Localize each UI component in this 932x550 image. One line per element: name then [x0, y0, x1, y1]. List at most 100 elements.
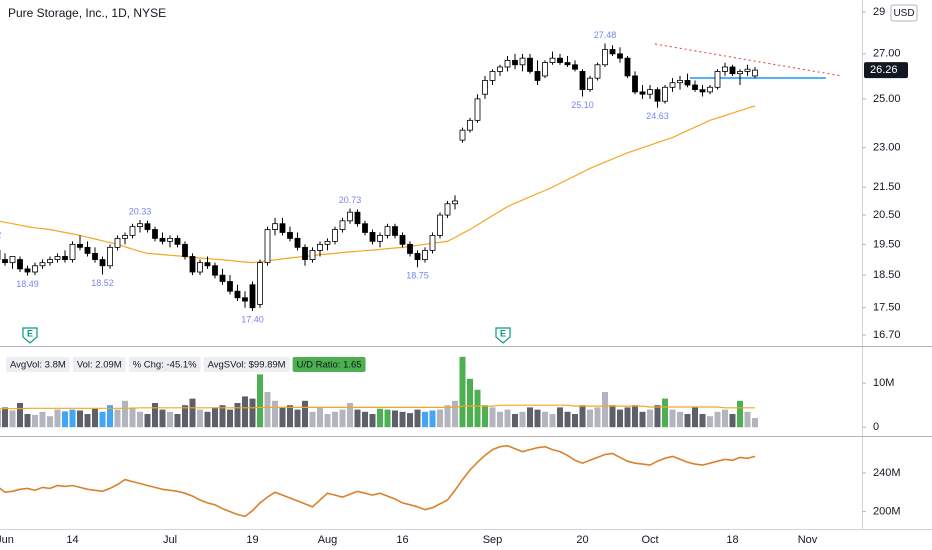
candle-body: [422, 249, 428, 260]
candle-body: [69, 243, 76, 260]
earnings-label[interactable]: E: [27, 328, 33, 338]
candle-body: [414, 253, 421, 260]
last-price-box: [864, 62, 908, 79]
candle-body: [204, 262, 211, 267]
candle-body: [159, 237, 166, 242]
candle-body: [107, 246, 113, 267]
candle-body: [302, 246, 308, 260]
y-tick-label: 16.70: [873, 329, 901, 341]
volume-bar: [137, 411, 143, 428]
volume-bar: [602, 392, 608, 428]
earnings-marker[interactable]: E: [22, 327, 38, 344]
volume-bar: [752, 418, 758, 428]
candle-body: [264, 229, 271, 264]
volume-bar: [444, 405, 451, 428]
candle-body: [729, 66, 736, 75]
candle-body: [609, 49, 616, 55]
volume-bar: [594, 407, 601, 428]
candle-body: [737, 71, 743, 75]
candle-body: [24, 268, 31, 273]
candle-body: [707, 86, 713, 93]
candle-body: [197, 262, 203, 273]
candle-body: [452, 200, 458, 205]
y-tick-label: 10M: [873, 377, 894, 389]
earnings-icon[interactable]: [495, 327, 511, 344]
candle-body: [677, 80, 683, 84]
price-annotation: 20.33: [129, 206, 152, 216]
volume-bar: [519, 411, 526, 428]
candle-body: [174, 237, 181, 245]
candle-body: [519, 57, 526, 66]
candle-body: [467, 119, 473, 131]
volume-bar: [482, 405, 488, 428]
candle-body: [189, 256, 196, 273]
candle-body: [534, 71, 541, 81]
y-tick-label: 29: [873, 6, 885, 18]
currency-box: [890, 4, 918, 22]
volume-bar: [122, 400, 128, 428]
moving-average: [0, 105, 756, 264]
volume-bar: [557, 407, 563, 428]
y-tick-label: 25.00: [873, 93, 901, 105]
x-tick-label: 20: [576, 534, 588, 546]
candle-body: [632, 75, 638, 93]
volume-bar: [287, 405, 293, 428]
volume-bar: [47, 416, 53, 428]
x-tick-label: 19: [246, 534, 258, 546]
candle-body: [407, 243, 413, 254]
volume-bar: [107, 405, 113, 428]
volume-bar: [437, 409, 443, 428]
volume-bar: [669, 409, 676, 428]
candle-body: [227, 281, 233, 292]
volume-bar: [384, 409, 391, 428]
stat-label: U/D Ratio: 1.65: [297, 360, 362, 371]
volume-bar: [369, 414, 376, 428]
candle-body: [122, 235, 128, 239]
candle-body: [444, 203, 451, 216]
candle-body: [714, 71, 721, 88]
volume-bar: [347, 403, 353, 428]
price-annotation: 17.40: [241, 314, 264, 324]
y-tick-label: 19.50: [873, 238, 901, 250]
candle-body: [512, 59, 518, 66]
volume-bar: [144, 414, 151, 428]
candle-body: [2, 259, 8, 264]
candle-body: [332, 229, 338, 242]
volume-bar: [272, 400, 278, 428]
volume-bar: [392, 410, 398, 428]
indicator-line: [0, 444, 756, 518]
earnings-marker[interactable]: E: [495, 327, 511, 344]
y-tick-label: 240M: [873, 467, 901, 479]
earnings-icon[interactable]: [22, 327, 38, 344]
volume-bar: [339, 409, 346, 428]
volume-bar: [684, 414, 691, 428]
volume-bar: [377, 408, 383, 428]
volume-bar: [699, 414, 706, 428]
earnings-label[interactable]: E: [500, 328, 506, 338]
stat-label: % Chg: -45.1%: [133, 360, 197, 371]
volume-bar: [504, 409, 511, 428]
volume-bar: [204, 411, 211, 428]
y-tick-label: 200M: [873, 506, 901, 518]
volume-bar: [399, 411, 406, 428]
volume-bar: [2, 407, 8, 428]
candle-body: [84, 246, 91, 254]
volume-bar: [114, 409, 121, 428]
volume-bar: [534, 409, 541, 428]
volume-bar: [242, 396, 248, 428]
volume-bar: [32, 414, 38, 428]
candle-body: [39, 262, 46, 267]
volume-bar: [219, 405, 226, 428]
candle-body: [527, 57, 533, 72]
volume-bar: [452, 400, 458, 428]
candle-body: [287, 232, 293, 239]
y-tick-label: 20.50: [873, 209, 901, 221]
candle-body: [429, 235, 436, 251]
candle-body: [347, 211, 353, 222]
y-tick-label: 0: [873, 421, 879, 433]
volume-bar: [714, 411, 721, 428]
stat-box: [6, 357, 70, 372]
price-annotation: 27.48: [594, 30, 617, 40]
